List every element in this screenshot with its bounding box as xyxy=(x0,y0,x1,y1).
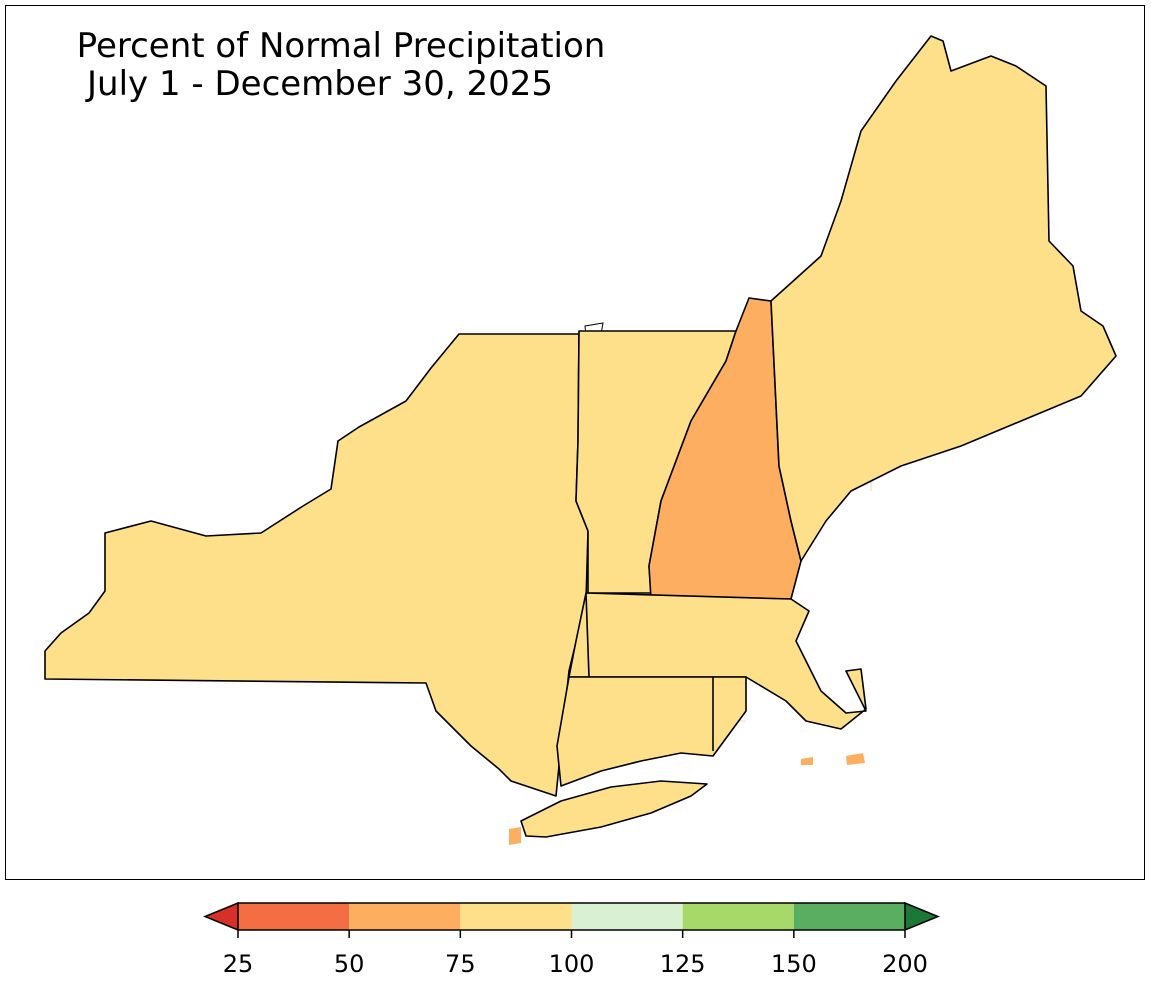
map-title-line1: Percent of Normal Precipitation xyxy=(76,26,606,66)
colorbar-segment xyxy=(238,903,350,930)
state-boundaries xyxy=(44,35,1117,838)
precipitation-map xyxy=(44,35,1117,845)
colorbar-tick-label: 125 xyxy=(660,950,706,978)
colorbar-segment xyxy=(571,903,683,930)
map-frame: Percent of Normal Precipitation July 1 -… xyxy=(5,5,1145,880)
colorbar-legend: 25 50 75 100 125 150 200 xyxy=(203,901,940,978)
colorbar-segment xyxy=(349,903,461,930)
colorbar-tick-label: 200 xyxy=(882,950,928,978)
colorbar-tick-label: 25 xyxy=(223,950,254,978)
colorbar-tick-label: 150 xyxy=(771,950,817,978)
map-title-line2: July 1 - December 30, 2025 xyxy=(87,64,553,104)
colorbar-tick-label: 100 xyxy=(549,950,595,978)
colorbar-segment xyxy=(793,903,905,930)
colorbar-underflow-arrow xyxy=(203,901,239,932)
colorbar-overflow-arrow xyxy=(904,901,940,932)
colorbar-tick-label: 75 xyxy=(445,950,476,978)
colorbar-segment xyxy=(460,903,572,930)
colorbar-tick-label: 50 xyxy=(334,950,365,978)
coastal-islands xyxy=(509,753,865,845)
colorbar-segment xyxy=(682,903,794,930)
